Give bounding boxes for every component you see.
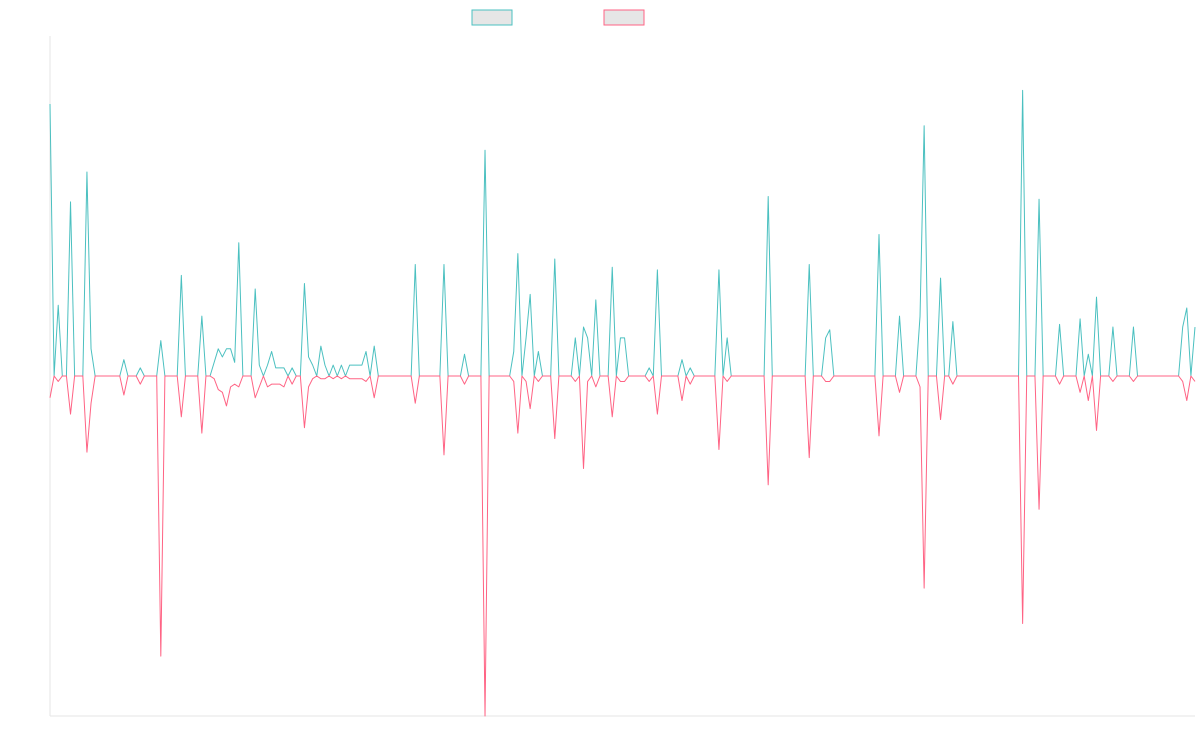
series-line-2 — [49, 375, 1196, 717]
series-line-1 — [49, 89, 1196, 377]
legend-swatch-1[interactable] — [471, 9, 513, 26]
legend — [471, 9, 645, 26]
legend-swatch-2[interactable] — [603, 9, 645, 26]
series-layer — [49, 89, 1196, 717]
chart-axes — [49, 36, 1195, 717]
